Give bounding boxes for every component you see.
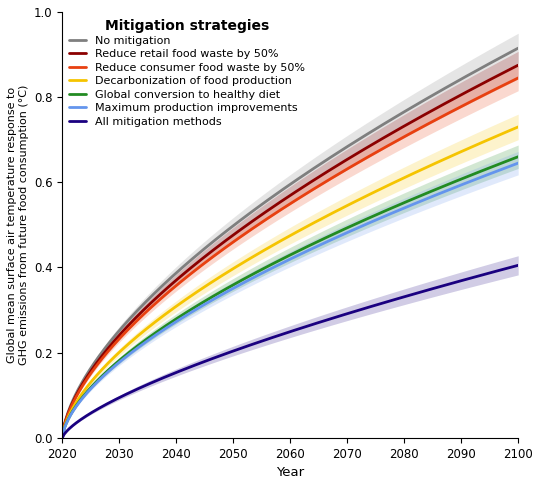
- Global conversion to healthy diet: [390, 204, 397, 210]
- Decarbonization of food production: [346, 202, 353, 208]
- No mitigation: [390, 115, 397, 121]
- Reduce retail food waste by 50%: [59, 435, 66, 441]
- Reduce consumer food waste by 50%: [515, 75, 522, 81]
- Line: Reduce consumer food waste by 50%: Reduce consumer food waste by 50%: [63, 78, 518, 438]
- Reduce retail food waste by 50%: [388, 130, 395, 136]
- All mitigation methods: [114, 396, 120, 401]
- Reduce consumer food waste by 50%: [208, 255, 214, 261]
- Reduce retail food waste by 50%: [390, 129, 397, 135]
- Decarbonization of food production: [240, 260, 246, 266]
- Line: Maximum production improvements: Maximum production improvements: [63, 163, 518, 438]
- Decarbonization of food production: [59, 435, 66, 441]
- Maximum production improvements: [59, 435, 66, 441]
- Maximum production improvements: [208, 298, 214, 304]
- No mitigation: [114, 330, 120, 336]
- Reduce retail food waste by 50%: [208, 249, 214, 255]
- Decarbonization of food production: [390, 180, 397, 186]
- All mitigation methods: [208, 356, 214, 362]
- Line: Reduce retail food waste by 50%: Reduce retail food waste by 50%: [63, 65, 518, 438]
- No mitigation: [388, 117, 395, 122]
- All mitigation methods: [388, 297, 395, 303]
- No mitigation: [240, 215, 246, 221]
- Line: Decarbonization of food production: Decarbonization of food production: [63, 127, 518, 438]
- Decarbonization of food production: [388, 181, 395, 187]
- Reduce consumer food waste by 50%: [114, 338, 120, 344]
- Decarbonization of food production: [208, 280, 214, 286]
- Line: Global conversion to healthy diet: Global conversion to healthy diet: [63, 156, 518, 438]
- Global conversion to healthy diet: [346, 224, 353, 230]
- Reduce consumer food waste by 50%: [388, 141, 395, 147]
- Decarbonization of food production: [114, 351, 120, 357]
- Global conversion to healthy diet: [208, 295, 214, 300]
- Y-axis label: Global mean surface air temperature response to
GHG emissions from future food c: Global mean surface air temperature resp…: [7, 85, 29, 365]
- Reduce retail food waste by 50%: [114, 335, 120, 341]
- All mitigation methods: [346, 310, 353, 316]
- Maximum production improvements: [346, 229, 353, 235]
- Reduce retail food waste by 50%: [515, 62, 522, 68]
- No mitigation: [208, 241, 214, 246]
- No mitigation: [59, 435, 66, 441]
- Maximum production improvements: [390, 209, 397, 215]
- Line: All mitigation methods: All mitigation methods: [63, 265, 518, 438]
- Decarbonization of food production: [515, 124, 522, 130]
- Reduce retail food waste by 50%: [346, 156, 353, 161]
- Line: No mitigation: No mitigation: [63, 48, 518, 438]
- Global conversion to healthy diet: [59, 435, 66, 441]
- X-axis label: Year: Year: [276, 466, 305, 479]
- All mitigation methods: [515, 262, 522, 268]
- Maximum production improvements: [388, 210, 395, 216]
- Reduce consumer food waste by 50%: [390, 139, 397, 145]
- Maximum production improvements: [240, 280, 246, 286]
- All mitigation methods: [240, 345, 246, 350]
- Global conversion to healthy diet: [114, 359, 120, 365]
- Global conversion to healthy diet: [515, 154, 522, 159]
- No mitigation: [515, 45, 522, 51]
- Reduce consumer food waste by 50%: [240, 232, 246, 238]
- No mitigation: [346, 142, 353, 148]
- Global conversion to healthy diet: [388, 205, 395, 211]
- Maximum production improvements: [515, 160, 522, 166]
- All mitigation methods: [59, 435, 66, 441]
- Global conversion to healthy diet: [240, 277, 246, 282]
- Reduce consumer food waste by 50%: [346, 165, 353, 171]
- All mitigation methods: [390, 297, 397, 303]
- Reduce retail food waste by 50%: [240, 225, 246, 231]
- Reduce consumer food waste by 50%: [59, 435, 66, 441]
- Maximum production improvements: [114, 361, 120, 367]
- Legend: No mitigation, Reduce retail food waste by 50%, Reduce consumer food waste by 50: No mitigation, Reduce retail food waste …: [66, 15, 308, 130]
